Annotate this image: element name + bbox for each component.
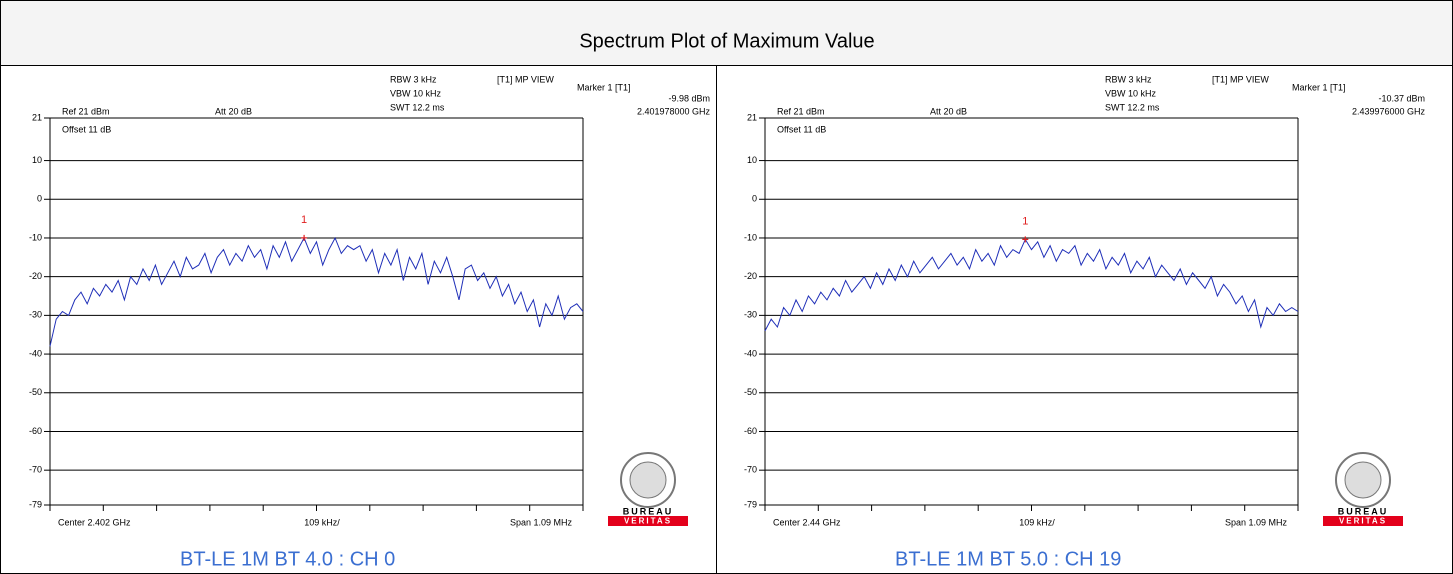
- mode-label: [T1] MP VIEW: [1212, 74, 1269, 84]
- y-tick-label: -70: [29, 465, 42, 475]
- div-label: 109 kHz/: [1019, 517, 1055, 527]
- logo-top: BUREAU: [623, 506, 674, 516]
- y-tick-label: 10: [747, 155, 757, 165]
- span-label: Span 1.09 MHz: [1225, 517, 1288, 527]
- y-tick-label: -10: [744, 232, 757, 242]
- y-tick-label: 21: [747, 112, 757, 122]
- trace: [764, 238, 1299, 332]
- marker-frequency: 2.439976000 GHz: [1352, 106, 1426, 116]
- y-tick-label: 0: [752, 194, 757, 204]
- y-tick-label: -30: [29, 310, 42, 320]
- vbw-label: VBW 10 kHz: [390, 88, 442, 98]
- logo-top: BUREAU: [1338, 506, 1389, 516]
- y-tick-label: -30: [744, 310, 757, 320]
- y-tick-label: 10: [32, 155, 42, 165]
- marker-value: -10.37 dBm: [1378, 93, 1425, 103]
- y-tick-label: -20: [744, 271, 757, 281]
- y-tick-label: -10: [29, 232, 42, 242]
- marker-number: 1: [1022, 215, 1028, 227]
- span-label: Span 1.09 MHz: [510, 517, 573, 527]
- logo-bottom: VERITAS: [624, 517, 672, 526]
- table-title: Spectrum Plot of Maximum Value: [579, 30, 874, 52]
- y-tick-label: 0: [37, 194, 42, 204]
- marker-frequency: 2.401978000 GHz: [637, 106, 711, 116]
- center-label: Center 2.402 GHz: [58, 517, 131, 527]
- marker-number: 1: [301, 214, 307, 226]
- logo-band: [1323, 516, 1403, 526]
- logo-seal-inner: [629, 461, 667, 499]
- swt-label: SWT 12.2 ms: [1105, 102, 1160, 112]
- att-label: Att 20 dB: [215, 106, 252, 116]
- logo-band: [608, 516, 688, 526]
- y-tick-label: -50: [29, 387, 42, 397]
- mode-label: [T1] MP VIEW: [497, 74, 554, 84]
- caption: BT-LE 1M BT 5.0 : CH 19: [895, 548, 1121, 570]
- offset-label: Offset 11 dB: [62, 124, 111, 134]
- y-tick-label: -50: [744, 387, 757, 397]
- rbw-label: RBW 3 kHz: [390, 74, 437, 84]
- marker: [301, 234, 308, 241]
- div-label: 109 kHz/: [304, 517, 340, 527]
- y-tick-label: -70: [744, 465, 757, 475]
- logo-seal-inner: [1344, 461, 1382, 499]
- marker-name: Marker 1 [T1]: [577, 82, 631, 92]
- y-tick-label: 21: [32, 112, 42, 122]
- y-tick-label: -79: [29, 499, 42, 509]
- logo-bottom: VERITAS: [1339, 517, 1387, 526]
- swt-label: SWT 12.2 ms: [390, 102, 445, 112]
- vbw-label: VBW 10 kHz: [1105, 88, 1157, 98]
- header-bg: [1, 1, 1452, 65]
- y-tick-label: -60: [744, 426, 757, 436]
- caption: BT-LE 1M BT 4.0 : CH 0: [180, 548, 395, 570]
- att-label: Att 20 dB: [930, 106, 967, 116]
- trace: [49, 236, 584, 347]
- center-label: Center 2.44 GHz: [773, 517, 841, 527]
- y-tick-label: -40: [744, 348, 757, 358]
- ref-label: Ref 21 dBm: [777, 106, 825, 116]
- y-tick-label: -20: [29, 271, 42, 281]
- y-tick-label: -40: [29, 348, 42, 358]
- marker-value: -9.98 dBm: [668, 93, 710, 103]
- y-tick-label: -79: [744, 499, 757, 509]
- ref-label: Ref 21 dBm: [62, 106, 110, 116]
- offset-label: Offset 11 dB: [777, 124, 826, 134]
- marker-name: Marker 1 [T1]: [1292, 82, 1346, 92]
- y-tick-label: -60: [29, 426, 42, 436]
- marker: [1022, 236, 1029, 243]
- rbw-label: RBW 3 kHz: [1105, 74, 1152, 84]
